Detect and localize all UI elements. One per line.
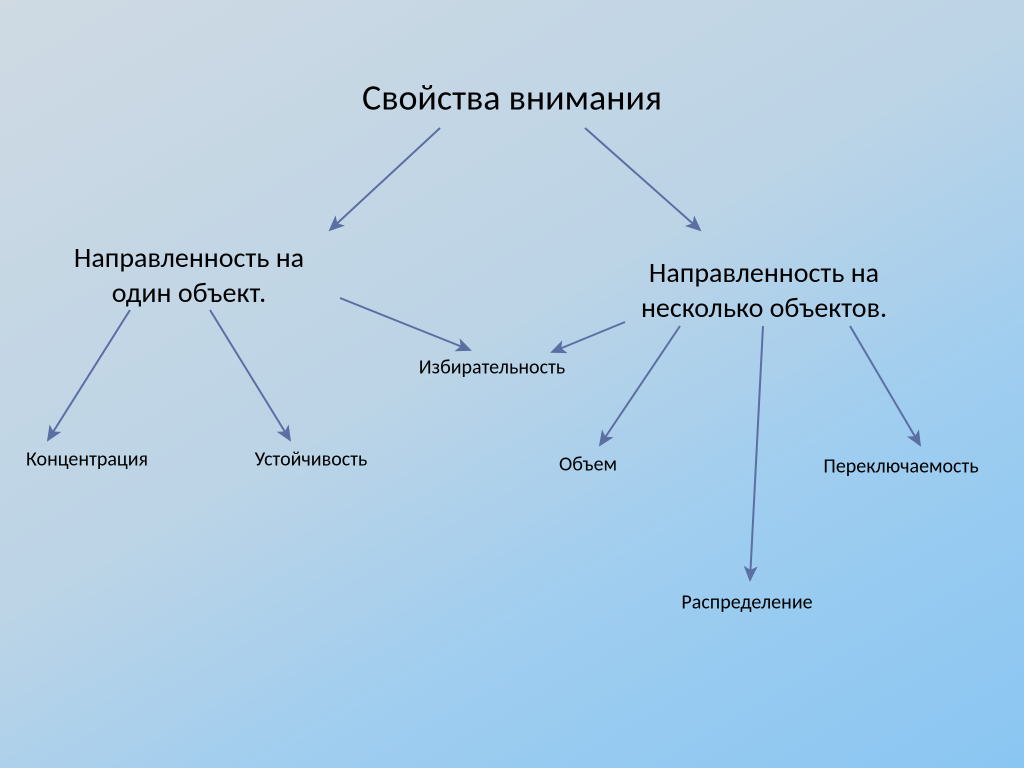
node-right: Направленность на несколько объектов. bbox=[641, 255, 887, 325]
node-stab: Устойчивость bbox=[255, 448, 368, 473]
node-select: Избирательность bbox=[419, 356, 565, 381]
edge bbox=[750, 326, 763, 580]
node-switch: Переключаемость bbox=[823, 455, 978, 480]
edge bbox=[850, 326, 920, 445]
edge bbox=[330, 128, 440, 230]
node-vol: Объем bbox=[559, 453, 617, 478]
edge bbox=[600, 326, 680, 445]
edge bbox=[210, 310, 290, 440]
edge bbox=[552, 322, 625, 352]
node-distr: Распределение bbox=[681, 591, 812, 616]
node-conc: Концентрация bbox=[26, 448, 148, 473]
node-left: Направленность на один объект. bbox=[74, 240, 304, 310]
edge bbox=[48, 310, 130, 440]
diagram-canvas: Свойства внимания Направленность на один… bbox=[0, 0, 1024, 768]
node-root: Свойства внимания bbox=[362, 76, 662, 121]
edge bbox=[340, 298, 470, 350]
edge bbox=[585, 128, 700, 230]
